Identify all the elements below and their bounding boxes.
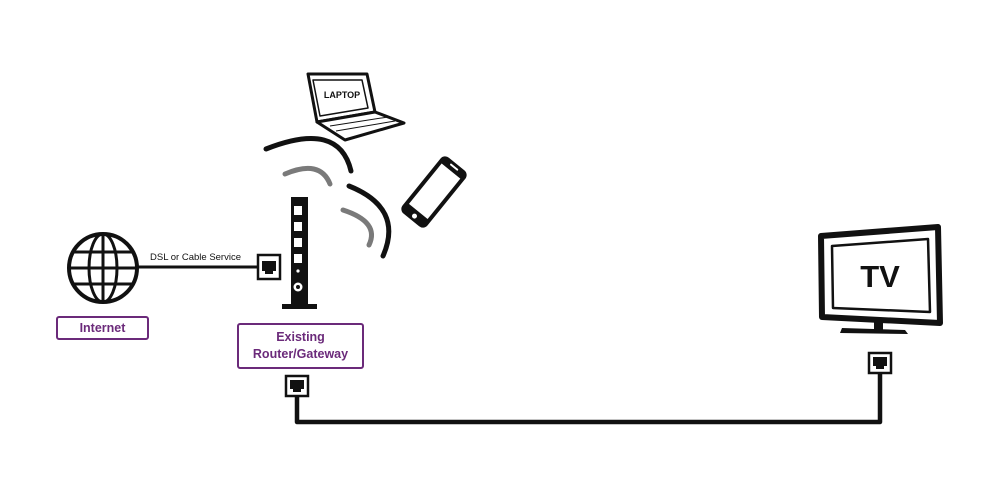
ethernet-cable	[294, 372, 883, 425]
internet-label-text: Internet	[79, 320, 126, 335]
laptop-label: LAPTOP	[324, 90, 360, 100]
wifi-signal-icon	[263, 135, 392, 259]
internet-label: Internet	[56, 316, 149, 340]
router-label: Existing Router/Gateway	[237, 323, 364, 369]
tv-label: TV	[860, 259, 900, 294]
smartphone-icon	[401, 156, 467, 228]
tv-icon: TV	[818, 224, 943, 334]
router-label-line1: Existing	[276, 330, 325, 344]
globe-icon	[67, 232, 139, 304]
tv-ethernet-port-icon	[867, 351, 893, 375]
router-icon	[282, 197, 317, 309]
dsl-caption: DSL or Cable Service	[150, 252, 241, 263]
laptop-icon: LAPTOP	[306, 72, 406, 142]
router-label-line2: Router/Gateway	[252, 347, 349, 361]
ethernet-port-icon	[256, 253, 282, 281]
router-ethernet-port-icon	[284, 374, 310, 398]
